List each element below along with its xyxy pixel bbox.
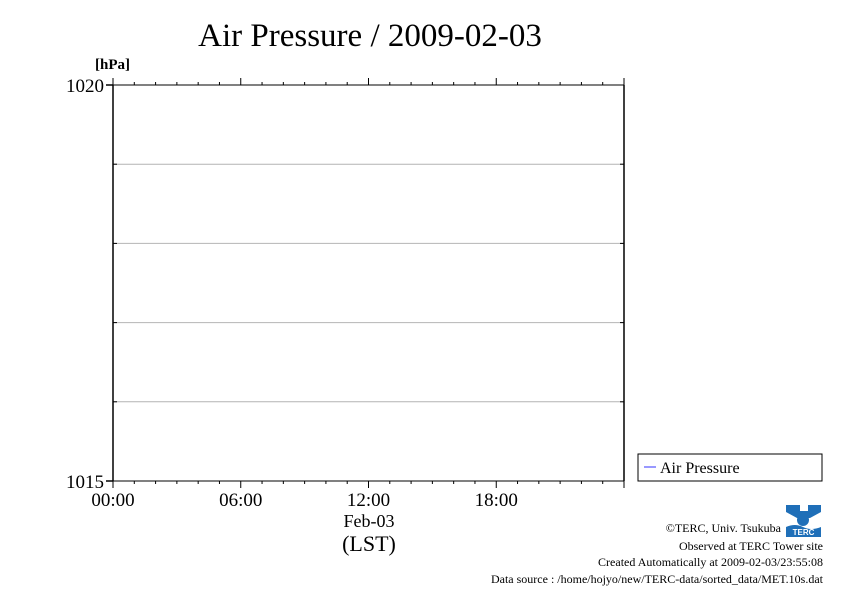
terc-logo-icon: TERC — [784, 503, 823, 537]
y-axis-unit: [hPa] — [95, 57, 130, 73]
x-tick-label-0: 00:00 — [91, 490, 134, 511]
grid-lines — [113, 163, 624, 403]
x-date-label: Feb-03 — [344, 511, 395, 531]
footer-source: Data source : /home/hojyo/new/TERC-data/… — [491, 572, 824, 586]
y-tick-label-bottom: 1015 — [66, 472, 104, 493]
plot-area — [113, 85, 624, 481]
x-tick-label-3: 18:00 — [475, 490, 518, 511]
footer-credit: ©TERC, Univ. Tsukuba — [666, 521, 782, 535]
footer-observed: Observed at TERC Tower site — [679, 539, 823, 553]
x-tick-label-1: 06:00 — [219, 490, 262, 511]
tick-marks — [106, 78, 625, 488]
y-tick-label-top: 1020 — [66, 76, 104, 97]
footer-created: Created Automatically at 2009-02-03/23:5… — [598, 555, 823, 569]
x-tick-labels: 00:00 06:00 12:00 18:00 — [91, 490, 518, 511]
logo-text: TERC — [793, 528, 815, 537]
legend: Air Pressure — [637, 453, 823, 482]
chart-title: Air Pressure / 2009-02-03 — [198, 18, 542, 54]
x-tick-label-2: 12:00 — [347, 490, 390, 511]
legend-box — [637, 453, 823, 482]
x-axis-label: (LST) — [342, 531, 396, 556]
legend-label: Air Pressure — [660, 460, 740, 477]
